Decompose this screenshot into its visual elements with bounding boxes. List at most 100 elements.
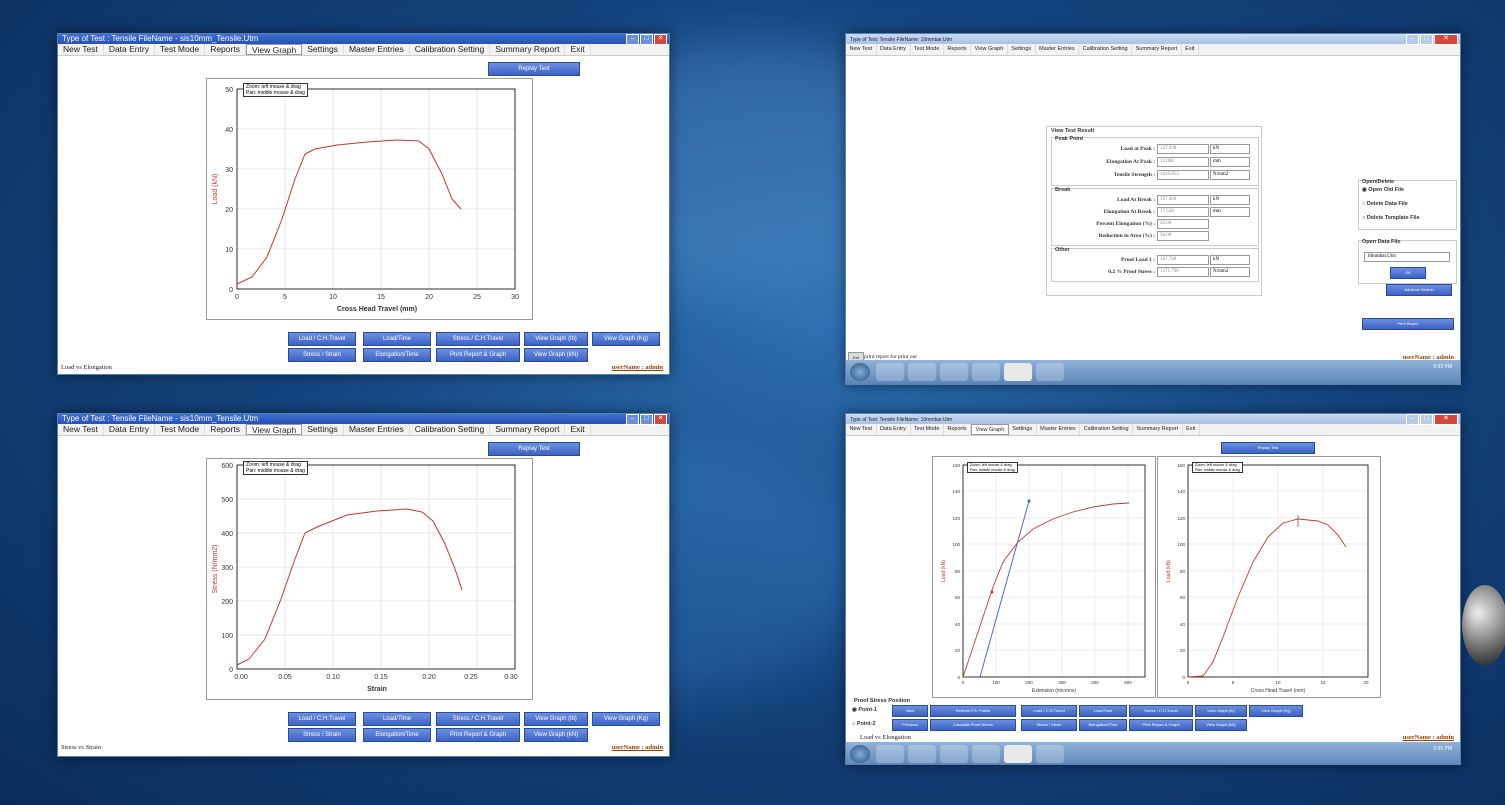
stress-ch-travel-button[interactable]: Stress / C.H.Travel (436, 332, 520, 346)
taskbar-app-icon[interactable] (876, 363, 904, 381)
load-time-button[interactable]: Load/Time (363, 332, 431, 346)
point-1-radio[interactable]: ◉ Point-1 (852, 707, 877, 713)
load-at-break-unit[interactable]: kN (1210, 195, 1250, 205)
clock[interactable]: 5:05 PM (1433, 746, 1452, 752)
elongation-at-break-unit[interactable]: mm (1210, 207, 1250, 217)
menu-summary-report[interactable]: Summary Report (490, 44, 566, 55)
menu-view-graph[interactable]: View Graph (971, 424, 1009, 435)
minimize-icon[interactable]: – (626, 34, 639, 45)
replay-test-button[interactable]: Replay Test (1221, 442, 1315, 454)
menu-calibration-setting[interactable]: Calibration Setting (1080, 424, 1134, 435)
menu-test-mode[interactable]: Test Mode (155, 44, 206, 55)
view-graph-lb-button[interactable]: View Graph (lb) (524, 332, 588, 346)
view-graph-kn-button[interactable]: View Graph (kN) (524, 348, 588, 362)
print-report-graph-button[interactable]: Print Report & Graph (436, 348, 520, 362)
view-graph-kg-button[interactable]: View Graph (Kg) (1249, 705, 1303, 717)
refresh-ps-points-button[interactable]: Refresh P.S. Points (930, 705, 1016, 717)
view-graph-kg-button[interactable]: View Graph (Kg) (592, 332, 660, 346)
calculate-proof-stress-button[interactable]: Calculate Proof Stress (930, 719, 1016, 731)
menu-reports[interactable]: Reports (944, 44, 972, 55)
load-at-peak-unit[interactable]: kN (1210, 144, 1250, 154)
open-old-file-radio[interactable]: ◉ Open Old File (1362, 187, 1405, 193)
view-graph-kn-button[interactable]: View Graph (kN) (1195, 719, 1247, 731)
taskbar-app-icon[interactable] (1004, 745, 1032, 763)
menu-reports[interactable]: Reports (205, 424, 246, 435)
menu-summary-report[interactable]: Summary Report (1132, 44, 1182, 55)
advance-search-button[interactable]: Advance Search (1386, 284, 1452, 296)
load-extension-graph[interactable]: 160 140 120 100 80 60 40 20 0 0 100 200 … (932, 456, 1156, 698)
menu-settings[interactable]: Settings (1009, 424, 1037, 435)
menu-exit[interactable]: Exit (565, 424, 591, 435)
minimize-icon[interactable]: – (626, 414, 639, 425)
menu-new-test[interactable]: New Test (58, 424, 104, 435)
taskbar-app-icon[interactable] (940, 363, 968, 381)
menu-data-entry[interactable]: Data Entry (877, 424, 911, 435)
minimize-icon[interactable]: – (1406, 414, 1419, 425)
taskbar-app-icon[interactable] (908, 745, 936, 763)
maximize-icon[interactable]: □ (640, 34, 653, 45)
view-graph-lb-button[interactable]: View Graph (lb) (524, 712, 588, 726)
elongation-time-button[interactable]: Elongation/Time (1079, 719, 1127, 731)
proof-stress-unit[interactable]: N/mm2 (1210, 267, 1250, 277)
point-2-radio[interactable]: ○ Point-2 (852, 721, 876, 727)
menu-exit[interactable]: Exit (1182, 44, 1199, 55)
stress-strain-button[interactable]: Stress / Strain (1021, 719, 1077, 731)
menu-reports[interactable]: Reports (944, 424, 972, 435)
taskbar-app-icon[interactable] (1036, 363, 1064, 381)
delete-template-file-radio[interactable]: ○ Delete Template File (1362, 215, 1420, 221)
stress-ch-travel-button[interactable]: Stress / C.H.Travel (436, 712, 520, 726)
menu-data-entry[interactable]: Data Entry (104, 44, 155, 55)
menu-new-test[interactable]: New Test (846, 44, 877, 55)
menu-data-entry[interactable]: Data Entry (104, 424, 155, 435)
close-icon[interactable]: ✕ (1434, 34, 1458, 45)
taskbar-app-icon[interactable] (972, 363, 1000, 381)
replay-test-button[interactable]: Replay Test (488, 442, 580, 456)
close-icon[interactable]: ✕ (654, 34, 667, 45)
maximize-icon[interactable]: □ (640, 414, 653, 425)
load-graph[interactable]: 50 40 30 20 10 0 0 5 10 15 20 25 30 Cros… (206, 78, 533, 320)
maximize-icon[interactable]: □ (1420, 414, 1433, 425)
taskbar-app-icon[interactable] (876, 745, 904, 763)
print-report-graph-button[interactable]: Print Report & Graph (436, 728, 520, 742)
stress-strain-button[interactable]: Stress / Strain (288, 348, 356, 362)
menu-settings[interactable]: Settings (302, 424, 344, 435)
menu-view-graph[interactable]: View Graph (245, 44, 303, 55)
menu-view-graph[interactable]: View Graph (245, 424, 303, 435)
menu-settings[interactable]: Settings (1008, 44, 1036, 55)
ok-button[interactable]: OK (1390, 267, 1426, 279)
menu-master-entries[interactable]: Master Entries (1036, 44, 1080, 55)
menu-master-entries[interactable]: Master Entries (1037, 424, 1081, 435)
load-time-button[interactable]: Load/Time (1079, 705, 1127, 717)
taskbar-app-icon[interactable] (1036, 745, 1064, 763)
replay-test-button[interactable]: Replay Test (488, 62, 580, 76)
menu-test-mode[interactable]: Test Mode (911, 44, 944, 55)
stress-ch-travel-button[interactable]: Stress / C.H.Travel (1129, 705, 1193, 717)
menu-calibration-setting[interactable]: Calibration Setting (1079, 44, 1133, 55)
menu-master-entries[interactable]: Master Entries (344, 424, 410, 435)
tensile-strength-unit[interactable]: N/mm2 (1210, 170, 1250, 180)
view-graph-lb-button[interactable]: View Graph (lb) (1195, 705, 1247, 717)
previous-button[interactable]: Previous (892, 719, 928, 731)
start-button-icon[interactable] (850, 363, 870, 381)
print-report-button[interactable]: Print Report (1362, 318, 1454, 330)
clock[interactable]: 5:02 PM (1433, 364, 1452, 370)
delete-data-file-radio[interactable]: ○ Delete Data File (1362, 201, 1408, 207)
menu-new-test[interactable]: New Test (846, 424, 877, 435)
load-ch-travel-graph[interactable]: 160 140 120 100 80 60 40 20 0 0 5 10 15 … (1157, 456, 1381, 698)
load-time-button[interactable]: Load/Time (363, 712, 431, 726)
taskbar-app-icon[interactable] (972, 745, 1000, 763)
stress-strain-button[interactable]: Stress / Strain (288, 728, 356, 742)
stress-graph[interactable]: 600 500 400 300 200 100 0 0.00 0.05 0.10… (206, 458, 533, 700)
elongation-time-button[interactable]: Elongation/Time (363, 728, 431, 742)
menu-settings[interactable]: Settings (302, 44, 344, 55)
menu-exit[interactable]: Exit (565, 44, 591, 55)
menu-summary-report[interactable]: Summary Report (1133, 424, 1183, 435)
menu-new-test[interactable]: New Test (58, 44, 104, 55)
menu-data-entry[interactable]: Data Entry (877, 44, 911, 55)
taskbar-app-icon[interactable] (940, 745, 968, 763)
menu-view-graph[interactable]: View Graph (971, 44, 1008, 55)
taskbar-app-icon[interactable] (1004, 363, 1032, 381)
menu-calibration-setting[interactable]: Calibration Setting (410, 44, 491, 55)
next-button[interactable]: Next (892, 705, 928, 717)
load-ch-travel-button[interactable]: Load / C.H.Travel (1021, 705, 1077, 717)
